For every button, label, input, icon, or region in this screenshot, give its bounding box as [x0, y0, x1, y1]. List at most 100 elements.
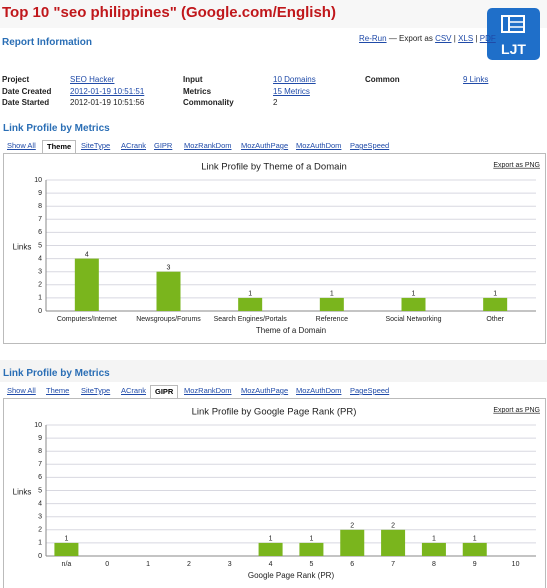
tab[interactable]: MozAuthDom — [296, 386, 342, 395]
field-label: Project — [2, 75, 30, 84]
tab[interactable]: MozAuthDom — [296, 141, 342, 150]
field-value: 2012-01-19 10:51:56 — [70, 98, 145, 107]
field-value[interactable]: 10 Domains — [273, 75, 316, 84]
export-link[interactable]: Export as PNG — [493, 162, 540, 169]
y-tick-label: 9 — [38, 435, 42, 442]
tab[interactable]: ACrank — [121, 386, 147, 395]
field-label: Input — [183, 75, 203, 84]
y-tick-label: 4 — [38, 500, 42, 507]
x-tick-label: 10 — [512, 561, 520, 568]
tab[interactable]: SiteType — [81, 386, 111, 395]
field-label: Date Created — [2, 87, 52, 96]
tab[interactable]: Show All — [7, 141, 36, 150]
section-title: Link Profile by Metrics — [3, 123, 110, 134]
field-value[interactable]: 15 Metrics — [273, 87, 310, 96]
x-axis-label: Theme of a Domain — [256, 326, 326, 335]
value-label: 1 — [432, 536, 436, 543]
x-tick-label: 1 — [146, 561, 150, 568]
tab[interactable]: GIPR — [150, 385, 179, 399]
chart-panel: Link Profile by Google Page Rank (PR) Exp… — [3, 398, 546, 588]
y-tick-label: 5 — [38, 242, 42, 249]
tab[interactable]: Show All — [7, 386, 36, 395]
y-tick-label: 5 — [38, 487, 42, 494]
value-label: 1 — [473, 536, 477, 543]
value-label: 1 — [412, 291, 416, 298]
tab-bar: Show All Theme SiteType ACrank GIPR MozRankDo… — [3, 140, 545, 154]
value-label: 3 — [167, 265, 171, 272]
tab[interactable]: GIPR — [154, 141, 173, 150]
bar — [258, 542, 283, 556]
logo-text: LJT — [501, 41, 526, 57]
logo[interactable]: LJT — [487, 8, 540, 60]
x-tick-label: Newsgroups/Forums — [136, 316, 201, 323]
rerun-link[interactable]: Re-Run — [359, 34, 387, 43]
chart: Link Profile by Theme of a Domain Export … — [13, 162, 540, 336]
bar — [381, 529, 406, 556]
report-title: Report Information — [2, 37, 92, 48]
tab[interactable]: SiteType — [81, 141, 111, 150]
x-tick-label: 9 — [473, 561, 477, 568]
export-label: — Export as — [388, 34, 433, 43]
x-tick-label: Computers/Internet — [57, 316, 117, 323]
x-tick-label: Reference — [316, 316, 348, 323]
bar — [401, 297, 426, 311]
tab[interactable]: PageSpeed — [350, 386, 390, 395]
field-label: Metrics — [183, 87, 212, 96]
x-tick-label: Other — [486, 316, 504, 323]
y-tick-label: 2 — [38, 282, 42, 289]
chart-panel: Link Profile by Theme of a Domain Export … — [3, 153, 546, 344]
section-band — [0, 360, 547, 382]
y-axis-label: Links — [13, 243, 32, 252]
x-tick-label: Search Engines/Portals — [214, 316, 288, 323]
x-tick-label: 4 — [269, 561, 273, 568]
pdf-link[interactable]: PDF — [479, 34, 496, 43]
value-label: 4 — [85, 251, 89, 258]
y-tick-label: 8 — [38, 448, 42, 455]
y-tick-label: 3 — [38, 514, 42, 521]
value-label: 2 — [391, 523, 395, 530]
value-label: 2 — [350, 523, 354, 530]
field-label: Date Started — [2, 98, 50, 107]
export-link[interactable]: Export as PNG — [493, 407, 540, 414]
x-tick-label: Social Networking — [385, 316, 441, 323]
y-axis-label: Links — [13, 488, 32, 497]
field-value[interactable]: 9 Links — [463, 75, 489, 84]
y-tick-label: 10 — [34, 177, 42, 184]
bar — [421, 542, 446, 556]
tab[interactable]: Theme — [46, 386, 70, 395]
tab[interactable]: Theme — [42, 140, 77, 154]
bar — [483, 297, 508, 311]
tab-bar: Show All Theme SiteType ACrank GIPR MozRankDo… — [3, 385, 545, 399]
bar — [54, 542, 79, 556]
chart: Link Profile by Google Page Rank (PR) Exp… — [13, 407, 540, 581]
y-tick-label: 10 — [34, 422, 42, 429]
y-tick-label: 9 — [38, 190, 42, 197]
field-value[interactable]: SEO Hacker — [70, 75, 115, 84]
section-title: Link Profile by Metrics — [3, 368, 110, 379]
y-tick-label: 7 — [38, 461, 42, 468]
y-tick-label: 8 — [38, 203, 42, 210]
bar — [319, 297, 344, 311]
tab[interactable]: MozAuthPage — [241, 141, 289, 150]
xls-link[interactable]: XLS — [458, 34, 474, 43]
csv-link[interactable]: CSV — [435, 34, 452, 43]
y-tick-label: 4 — [38, 255, 42, 262]
field-value[interactable]: 2012-01-19 10:51:51 — [70, 87, 145, 96]
separator: | — [453, 34, 456, 43]
chart-title: Link Profile by Google Page Rank (PR) — [192, 407, 357, 418]
separator: | — [475, 34, 478, 43]
y-tick-label: 0 — [38, 553, 42, 560]
tab[interactable]: PageSpeed — [350, 141, 390, 150]
tab[interactable]: MozAuthPage — [241, 386, 289, 395]
tab[interactable]: ACrank — [121, 141, 147, 150]
tab[interactable]: MozRankDom — [184, 141, 232, 150]
x-tick-label: 2 — [187, 561, 191, 568]
bar — [340, 529, 365, 556]
x-tick-label: n/a — [62, 561, 72, 568]
value-label: 1 — [248, 291, 252, 298]
value-label: 1 — [269, 536, 273, 543]
tab[interactable]: MozRankDom — [184, 386, 232, 395]
value-label: 1 — [309, 536, 313, 543]
bar — [156, 271, 181, 311]
